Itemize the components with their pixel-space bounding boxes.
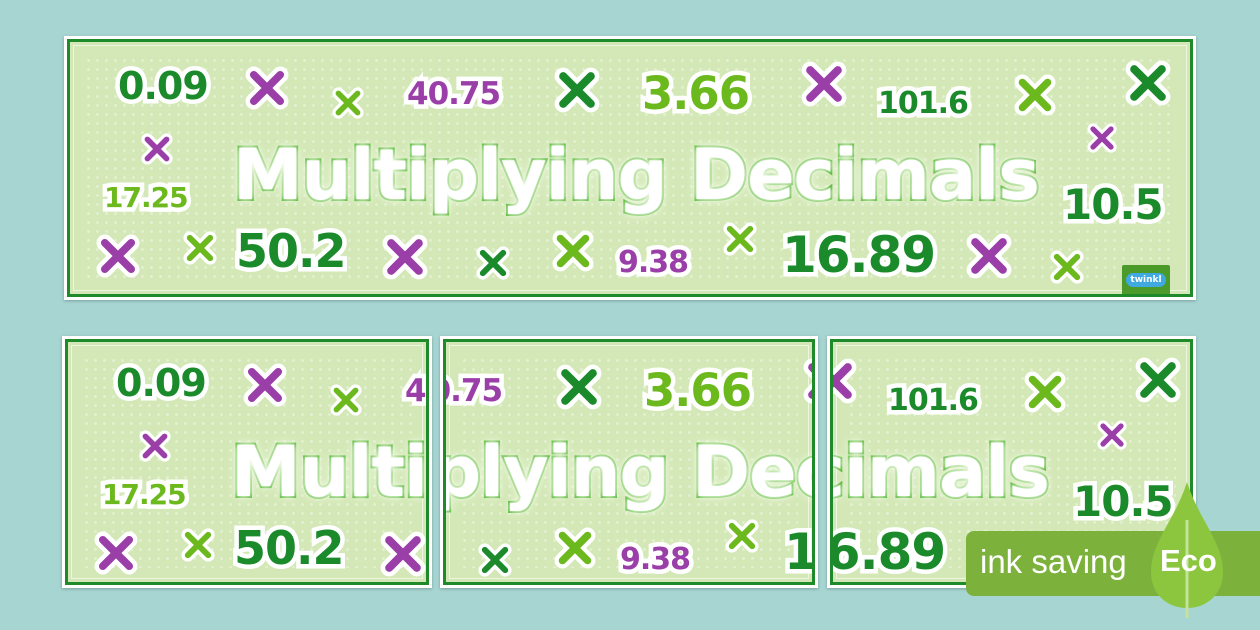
multiply-icon: [554, 527, 596, 569]
number-label: 10.5: [1059, 179, 1169, 230]
multiply-icon: [380, 531, 426, 577]
multiply-icon: [243, 363, 287, 407]
number-label: 17.25: [98, 476, 192, 513]
banner-panel-1: 0.09 40.75 3.66 101.6 17.25 10.5 50.2 9.…: [62, 336, 432, 588]
multiply-icon: [1050, 250, 1084, 284]
number-label: 16.89: [779, 523, 815, 582]
number-label: 9.38: [615, 540, 695, 579]
multiply-icon: [803, 358, 815, 404]
number-label: 50.2: [230, 521, 349, 576]
multiply-icon: [1087, 123, 1117, 153]
multiply-icon: [141, 133, 173, 165]
multiply-icon: [966, 233, 1012, 279]
banner-content: 0.09 40.75 3.66 101.6 17.25 10.5 50.2 9.…: [68, 342, 427, 582]
panel-border: 0.09 40.75 3.66 101.6 17.25 10.5 50.2 9.…: [443, 339, 815, 585]
banner-title: Multiplying Decimals: [231, 132, 1042, 218]
number-label: 0.09: [112, 360, 212, 407]
number-label: 0.09: [114, 63, 214, 110]
multiply-icon: [332, 87, 364, 119]
number-label: 101.6: [874, 84, 974, 123]
multiply-icon: [139, 430, 171, 462]
banner-title: Multiplying Decimals: [833, 429, 1052, 515]
number-label: 16.89: [777, 226, 940, 285]
multiply-icon: [476, 246, 510, 280]
multiply-icon: [1125, 60, 1171, 106]
multiply-icon: [1097, 420, 1127, 450]
multiply-icon: [801, 61, 847, 107]
multiply-icon: [1024, 371, 1066, 413]
multiply-icon: [94, 531, 138, 575]
number-label: 3.66: [639, 364, 756, 418]
multiply-icon: [96, 234, 140, 278]
banner-content: 0.09 40.75 3.66 101.6 17.25 10.5 50.2 9.…: [830, 339, 1193, 582]
number-label: 101.6: [884, 381, 984, 420]
number-label: 50.2: [232, 224, 351, 279]
eco-label: ink saving: [980, 543, 1127, 580]
panel-border: 0.09 40.75 3.66 101.6 17.25 10.5 50.2 9.…: [65, 339, 429, 585]
multiply-icon: [1014, 74, 1056, 116]
banner-title: Multiplying Decimals: [443, 429, 812, 515]
banner-content: 0.09 40.75 3.66 101.6 17.25 10.5 50.2 9.…: [443, 339, 815, 582]
multiply-icon: [183, 231, 217, 265]
banner-title: Multiplying Decimals: [229, 429, 427, 515]
number-label: 16.89: [833, 523, 951, 582]
multiply-icon: [181, 528, 215, 562]
multiply-icon: [554, 67, 600, 113]
multiply-icon: [330, 384, 362, 416]
number-label: 17.25: [100, 179, 194, 216]
multiply-icon: [1135, 357, 1181, 403]
banner-panel-2: 0.09 40.75 3.66 101.6 17.25 10.5 50.2 9.…: [440, 336, 818, 588]
banner-content: 0.09 40.75 3.66 101.6 17.25 10.5 50.2 9.…: [70, 42, 1190, 294]
leaf-icon: [1151, 482, 1223, 618]
multiply-icon: [478, 543, 512, 577]
multiply-icon: [245, 66, 289, 110]
multiply-icon: [830, 358, 857, 404]
banner-full: 0.09 40.75 3.66 101.6 17.25 10.5 50.2 9.…: [64, 36, 1196, 300]
number-label: 40.75: [446, 371, 508, 411]
number-label: 10.5: [1069, 476, 1179, 527]
multiply-icon: [556, 364, 602, 410]
multiply-icon: [382, 234, 428, 280]
multiply-icon: [552, 230, 594, 272]
number-label: 9.38: [613, 243, 693, 282]
number-label: 40.75: [402, 74, 505, 114]
twinkl-logo: twinkl: [1122, 265, 1170, 294]
multiply-icon: [725, 519, 759, 553]
multiply-icon: [723, 222, 757, 256]
banner-border: 0.09 40.75 3.66 101.6 17.25 10.5 50.2 9.…: [67, 39, 1193, 297]
number-label: 40.75: [400, 371, 426, 411]
eco-badge-text: Eco: [1160, 543, 1217, 578]
number-label: 3.66: [637, 67, 754, 121]
